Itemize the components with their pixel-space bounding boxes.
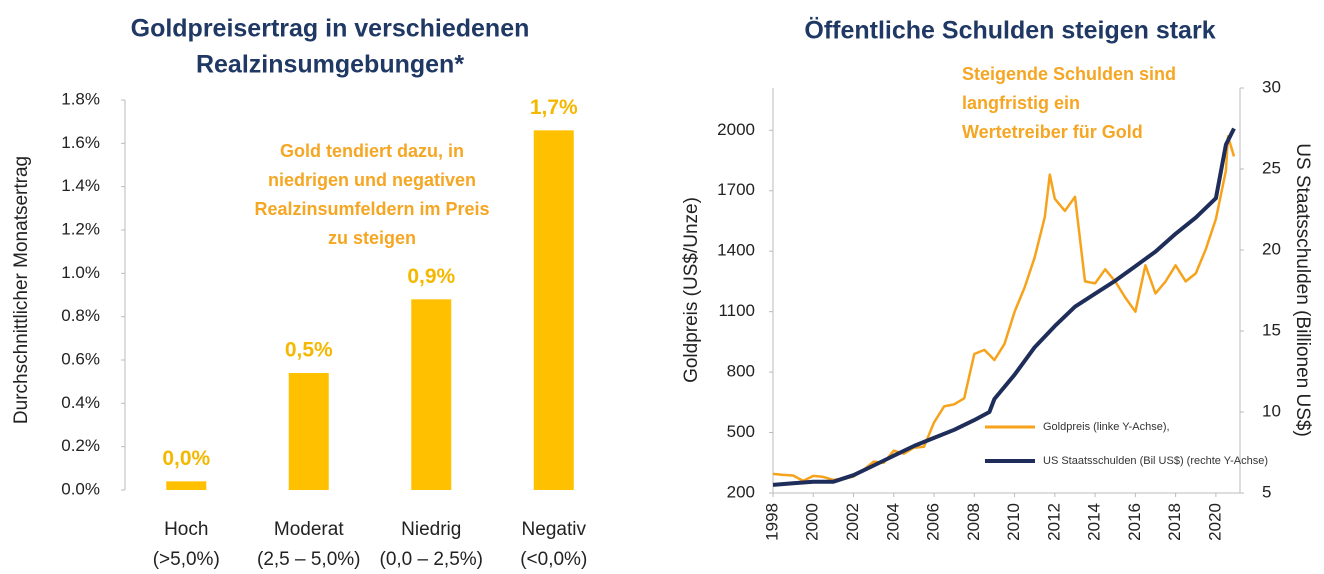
y-tick-label: 200 bbox=[727, 482, 755, 501]
annotation: Steigende Schulden sind bbox=[962, 64, 1176, 84]
legend-label: Goldpreis (linke Y-Achse), bbox=[1043, 421, 1170, 433]
y2-tick-label: 20 bbox=[1262, 239, 1281, 258]
y2-tick-label: 10 bbox=[1262, 401, 1281, 420]
x-tick-label: 2010 bbox=[1004, 503, 1023, 541]
y-tick-label: 500 bbox=[727, 422, 755, 441]
y-tick-label: 1.6% bbox=[61, 133, 100, 152]
y2-tick-label: 15 bbox=[1262, 320, 1281, 339]
x-tick-label: Moderat bbox=[274, 519, 344, 540]
y2-axis-label: US Staatsschulden (Billionen US$) bbox=[1292, 143, 1313, 437]
x-tick-label: (>5,0%) bbox=[153, 549, 220, 570]
annotation: zu steigen bbox=[328, 228, 416, 248]
value-label: 0,9% bbox=[407, 265, 455, 288]
y-tick-label: 1700 bbox=[717, 180, 755, 199]
x-tick-label: 2004 bbox=[883, 503, 902, 541]
x-tick-label: 2014 bbox=[1085, 503, 1104, 541]
y2-tick-label: 25 bbox=[1262, 158, 1281, 177]
annotation: niedrigen und negativen bbox=[268, 170, 476, 190]
chart-title: Realzinsumgebungen* bbox=[196, 51, 464, 79]
y-tick-label: 1.0% bbox=[61, 263, 100, 282]
x-tick-label: Niedrig bbox=[401, 519, 461, 540]
x-tick-label: Negativ bbox=[522, 519, 587, 540]
x-tick-label: (2,5 – 5,0%) bbox=[257, 549, 361, 570]
y-tick-label: 2000 bbox=[717, 120, 755, 139]
x-tick-label: 2018 bbox=[1165, 503, 1184, 541]
x-tick-label: (0,0 – 2,5%) bbox=[380, 549, 484, 570]
annotation: Gold tendiert dazu, in bbox=[280, 141, 464, 161]
y-tick-label: 1.4% bbox=[61, 176, 100, 195]
y2-tick-label: 5 bbox=[1262, 482, 1271, 501]
annotation: langfristig ein bbox=[962, 93, 1080, 113]
value-label: 0,5% bbox=[285, 339, 333, 362]
y-tick-label: 0.0% bbox=[61, 479, 100, 498]
annotation: Wertetreiber für Gold bbox=[962, 122, 1143, 142]
y-tick-label: 0.8% bbox=[61, 306, 100, 325]
y-axis-label: Durchschnittlicher Monatsertrag bbox=[11, 156, 32, 424]
x-tick-label: Hoch bbox=[164, 519, 208, 540]
bar bbox=[288, 373, 329, 490]
x-tick-label: 2000 bbox=[803, 503, 822, 541]
x-tick-label: 2002 bbox=[843, 503, 862, 541]
bar bbox=[166, 481, 207, 490]
y-tick-label: 800 bbox=[727, 362, 755, 381]
chart-title: Öffentliche Schulden steigen stark bbox=[804, 16, 1215, 45]
x-tick-label: 2008 bbox=[964, 503, 983, 541]
legend-label: US Staatsschulden (Bil US$) (rechte Y-Ac… bbox=[1043, 455, 1268, 467]
y2-tick-label: 30 bbox=[1262, 77, 1281, 96]
y-tick-label: 1400 bbox=[717, 241, 755, 260]
x-tick-label: 2020 bbox=[1205, 503, 1224, 541]
x-tick-label: 2006 bbox=[924, 503, 943, 541]
bar bbox=[533, 130, 574, 491]
x-tick-label: 2016 bbox=[1125, 503, 1144, 541]
y-tick-label: 0.4% bbox=[61, 393, 100, 412]
bar bbox=[411, 299, 452, 490]
annotation: Realzinsumfeldern im Preis bbox=[254, 199, 489, 219]
y-axis-label: Goldpreis (US$/Unze) bbox=[681, 197, 702, 383]
x-tick-label: (<0,0%) bbox=[520, 549, 587, 570]
series-line bbox=[772, 127, 1236, 487]
y-tick-label: 1.2% bbox=[61, 219, 100, 238]
y-tick-label: 1.8% bbox=[61, 89, 100, 108]
y-tick-label: 0.2% bbox=[61, 436, 100, 455]
x-tick-label: 1998 bbox=[762, 503, 781, 541]
y-tick-label: 1100 bbox=[718, 301, 755, 320]
x-tick-label: 2012 bbox=[1044, 503, 1063, 541]
chart-title: Goldpreisertrag in verschiedenen bbox=[131, 15, 530, 43]
y-tick-label: 0.6% bbox=[61, 349, 100, 368]
value-label: 1,7% bbox=[530, 96, 578, 119]
value-label: 0,0% bbox=[162, 447, 210, 470]
